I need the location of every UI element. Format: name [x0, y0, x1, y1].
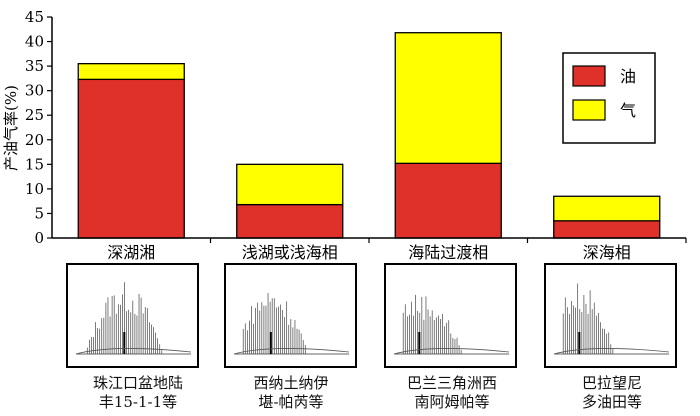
- caption-2: 西纳土纳伊 堪-帕芮等: [211, 374, 371, 412]
- caption-line: 珠江口盆地陆: [92, 374, 183, 392]
- legend-label: 气: [620, 101, 636, 120]
- chromatogram-panel-2: [224, 263, 357, 368]
- caption-line: 多油田等: [581, 393, 642, 411]
- legend-swatch: [572, 65, 606, 87]
- bar-oil-1: [77, 78, 185, 239]
- caption-line: 巴拉望尼: [581, 374, 642, 392]
- caption-line: 堪-帕芮等: [258, 393, 324, 411]
- legend: 油气: [562, 52, 656, 144]
- y-axis-label: 产油气率(%): [2, 85, 20, 171]
- chromatogram-trace: [393, 294, 510, 355]
- chromatogram-trace: [553, 283, 670, 355]
- bar-gas-3: [394, 32, 502, 165]
- caption-line: 巴兰三角洲西: [406, 374, 497, 392]
- bar-oil-3: [394, 162, 502, 239]
- caption-line: 南阿姆帕等: [414, 393, 490, 411]
- caption-3: 巴兰三角洲西 南阿姆帕等: [372, 374, 532, 412]
- y-axis: 0 5 10 15 20 25 30 35 40 45: [25, 8, 53, 247]
- y-tick-label: 30: [25, 82, 44, 100]
- caption-line: 丰15-1-1等: [98, 393, 178, 411]
- legend-swatch: [572, 99, 606, 121]
- x-category-label: 深湖湘: [107, 243, 155, 262]
- caption-4: 巴拉望尼 多油田等: [532, 374, 692, 412]
- bar-oil-4: [553, 220, 661, 239]
- bar-gas-1: [77, 63, 185, 81]
- chromatogram-panel-4: [544, 263, 677, 368]
- bars: [77, 32, 661, 239]
- x-category-label: 浅湖或浅海相: [242, 243, 338, 262]
- bar-oil-2: [236, 203, 344, 239]
- y-tick-label: 5: [34, 204, 44, 222]
- caption-line: 西纳土纳伊: [253, 374, 329, 392]
- y-tick-label: 45: [25, 8, 44, 26]
- y-tick-label: 25: [25, 106, 44, 124]
- chromatogram-panel-3: [384, 263, 517, 368]
- x-category-label: 海陆过渡相: [408, 243, 488, 262]
- x-category-label: 深海相: [583, 243, 631, 262]
- bar-gas-4: [553, 195, 661, 222]
- caption-1: 珠江口盆地陆 丰15-1-1等: [58, 374, 218, 412]
- y-tick-label: 35: [25, 57, 44, 75]
- y-tick-label: 0: [34, 229, 44, 247]
- x-axis: 深湖湘 浅湖或浅海相 海陆过渡相 深海相: [52, 237, 687, 262]
- chromatogram-trace: [233, 293, 350, 355]
- y-tick-label: 40: [25, 33, 44, 51]
- y-tick-label: 15: [25, 155, 44, 173]
- bar-gas-2: [236, 163, 344, 206]
- stacked-bar-chart: 0 5 10 15 20 25 30 35 40 45 深湖湘 浅湖或浅海相 海陆过渡相 深海相 产油气…: [2, 8, 687, 262]
- chromatogram-trace: [75, 282, 192, 355]
- chromatogram-panel-1: [66, 263, 199, 368]
- y-tick-label: 20: [25, 131, 44, 149]
- legend-label: 油: [620, 67, 636, 86]
- y-tick-label: 10: [25, 180, 44, 198]
